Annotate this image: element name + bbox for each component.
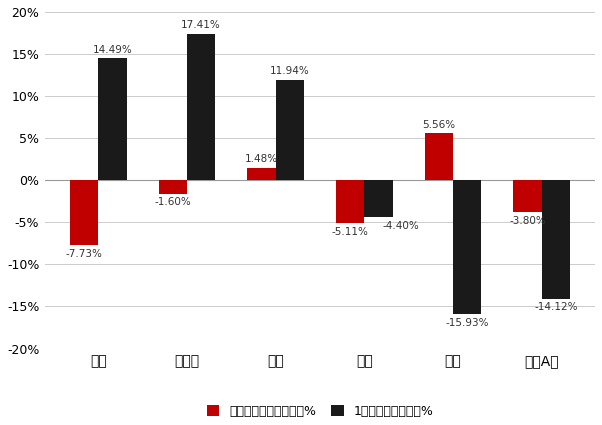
Bar: [70, 180, 98, 245]
Bar: [336, 180, 364, 223]
Text: -3.80%: -3.80%: [509, 215, 546, 226]
Legend: 年初至今指数价格变动%, 1年内指数价格变动%: 年初至今指数价格变动%, 1年内指数价格变动%: [200, 399, 439, 424]
Text: -14.12%: -14.12%: [534, 303, 577, 312]
Text: 1.48%: 1.48%: [245, 154, 278, 164]
Text: -1.60%: -1.60%: [154, 197, 191, 207]
Text: -15.93%: -15.93%: [445, 317, 489, 328]
Bar: [453, 180, 482, 314]
Text: 11.94%: 11.94%: [270, 66, 309, 76]
Bar: [364, 180, 393, 217]
Text: 14.49%: 14.49%: [93, 45, 132, 55]
Text: -7.73%: -7.73%: [66, 249, 102, 259]
Bar: [514, 180, 542, 212]
Text: -4.40%: -4.40%: [383, 221, 420, 231]
Bar: [276, 80, 304, 180]
Bar: [98, 58, 126, 180]
Bar: [424, 133, 453, 180]
Bar: [542, 180, 570, 299]
Text: 5.56%: 5.56%: [422, 120, 455, 130]
Text: 17.41%: 17.41%: [181, 20, 221, 30]
Text: -5.11%: -5.11%: [332, 227, 368, 237]
Bar: [158, 180, 187, 194]
Bar: [187, 34, 216, 180]
Bar: [247, 168, 276, 180]
